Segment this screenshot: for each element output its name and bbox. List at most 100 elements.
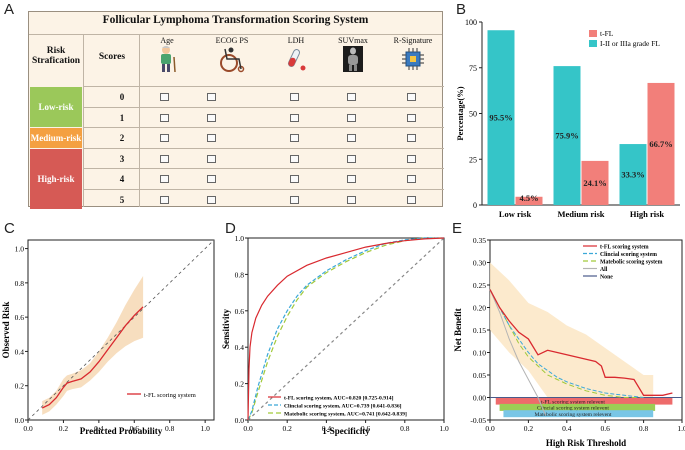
score-checkbox[interactable]: [407, 195, 416, 204]
y-tick-label: 0.2: [235, 380, 245, 389]
y-tick-label: 0.10: [473, 349, 486, 358]
score-value: 1: [119, 112, 125, 123]
row-divider: [83, 147, 444, 149]
y-tick-label: 0.0: [15, 416, 25, 425]
score-value: 2: [119, 133, 125, 143]
score-checkbox[interactable]: [160, 154, 169, 163]
risk-group-label: Low-risk: [30, 87, 82, 127]
pet-scan-icon: [343, 46, 363, 72]
score-checkbox[interactable]: [290, 93, 299, 101]
x-axis-title: Predicted Probability: [80, 426, 163, 436]
score-checkbox[interactable]: [290, 195, 299, 204]
x-tick-label: 0.0: [485, 424, 495, 433]
y-tick-label: 0.2: [15, 382, 25, 391]
score-checkbox[interactable]: [160, 175, 169, 183]
x-tick-label: 0.6: [130, 424, 140, 433]
score-checkbox[interactable]: [160, 113, 169, 122]
column-header-rsignature: R-Signature: [383, 36, 443, 75]
legend-swatch: [589, 30, 597, 37]
y-axis-title: Observed Risk: [1, 302, 11, 359]
score-checkbox[interactable]: [207, 134, 216, 142]
score-checkbox[interactable]: [290, 113, 299, 122]
x-tick-label: Medium risk: [558, 209, 605, 219]
legend-label: t-FL: [600, 29, 614, 38]
test-tube-icon: [287, 49, 306, 71]
score-checkbox[interactable]: [207, 93, 216, 101]
score-checkbox[interactable]: [407, 175, 416, 183]
bar-1: [647, 82, 675, 205]
legend-swatch: [589, 40, 597, 47]
y-tick-label: 0.4: [15, 347, 25, 356]
plot-frame: [247, 237, 445, 421]
y-tick-label: 0.8: [15, 279, 25, 288]
x-tick-label: Low risk: [499, 209, 532, 219]
bar-0: [487, 30, 515, 205]
bar-value-label: 75.9%: [555, 131, 578, 141]
bar-0: [619, 144, 647, 205]
column-header-age: Age: [139, 36, 195, 75]
score-checkbox[interactable]: [160, 134, 169, 142]
table-divider: [29, 34, 442, 35]
x-tick-label: 0.8: [400, 424, 410, 433]
score-checkbox[interactable]: [347, 175, 356, 183]
y-tick-label: 0.6: [15, 313, 25, 322]
risk-group-label: High-risk: [30, 148, 82, 209]
roc-curve: [247, 237, 444, 421]
legend-label: Matebolic scoring system, AUC=0.741 [0.6…: [284, 412, 407, 418]
x-tick-label: 0.8: [639, 424, 649, 433]
score-checkbox[interactable]: [407, 134, 416, 142]
y-tick-label: 50: [469, 110, 477, 119]
bar-value-label: 66.7%: [649, 139, 672, 149]
score-checkbox[interactable]: [347, 154, 356, 163]
score-value: 5: [119, 194, 125, 205]
panel-label-d: D: [225, 220, 236, 237]
x-tick-label: 0.6: [601, 424, 611, 433]
legend-label: t-FL scoring system, AUC=0.820 [0.725-0.…: [284, 396, 394, 402]
row-divider: [83, 127, 444, 128]
y-tick-label: 100: [465, 18, 477, 27]
legend-label: Clincial scoring system: [600, 252, 657, 258]
score-checkbox[interactable]: [207, 175, 216, 183]
score-checkbox[interactable]: [290, 154, 299, 163]
legend-label: Matebolic scoring system: [600, 259, 663, 265]
score-checkbox[interactable]: [207, 154, 216, 163]
score-checkbox[interactable]: [407, 113, 416, 122]
score-checkbox[interactable]: [290, 175, 299, 183]
x-tick-label: 0.2: [283, 424, 293, 433]
score-checkbox[interactable]: [407, 154, 416, 163]
y-tick-label: 75: [469, 64, 477, 73]
panel-label-e: E: [452, 220, 463, 237]
score-checkbox[interactable]: [347, 134, 356, 142]
row-divider: [83, 86, 444, 87]
x-tick-label: 0.8: [165, 424, 175, 433]
table-divider: [83, 34, 84, 207]
legend-label: Clincial scoring system, AUC=0.739 [0.64…: [284, 404, 402, 410]
score-checkbox[interactable]: [207, 113, 216, 122]
score-checkbox[interactable]: [407, 93, 416, 101]
legend-label: I-II or IIIa grade FL: [600, 39, 660, 48]
score-checkbox[interactable]: [207, 195, 216, 204]
score-checkbox[interactable]: [290, 134, 299, 142]
score-checkbox[interactable]: [347, 113, 356, 122]
x-tick-label: 1.0: [439, 424, 449, 433]
chip-icon: [402, 48, 424, 70]
score-checkbox[interactable]: [160, 195, 169, 204]
score-checkbox[interactable]: [347, 195, 356, 204]
roc-curve: [247, 237, 445, 421]
net-benefit-curve: [489, 289, 673, 396]
bar-value-label: 4.5%: [519, 193, 538, 203]
x-tick-label: 1.0: [200, 424, 210, 433]
reference-line: [27, 239, 215, 421]
row-divider: [83, 188, 444, 190]
score-checkbox[interactable]: [160, 93, 169, 101]
relevance-bar-label: Matebolic scoring system relevent: [535, 412, 612, 418]
x-axis-title: 1-Specificity: [322, 426, 370, 436]
y-tick-label: 0.25: [473, 281, 486, 290]
bar-1: [515, 196, 543, 205]
legend-label: None: [600, 274, 613, 280]
score-value: 0: [119, 92, 125, 102]
net-benefit-curve: [489, 289, 644, 398]
score-checkbox[interactable]: [347, 93, 356, 101]
